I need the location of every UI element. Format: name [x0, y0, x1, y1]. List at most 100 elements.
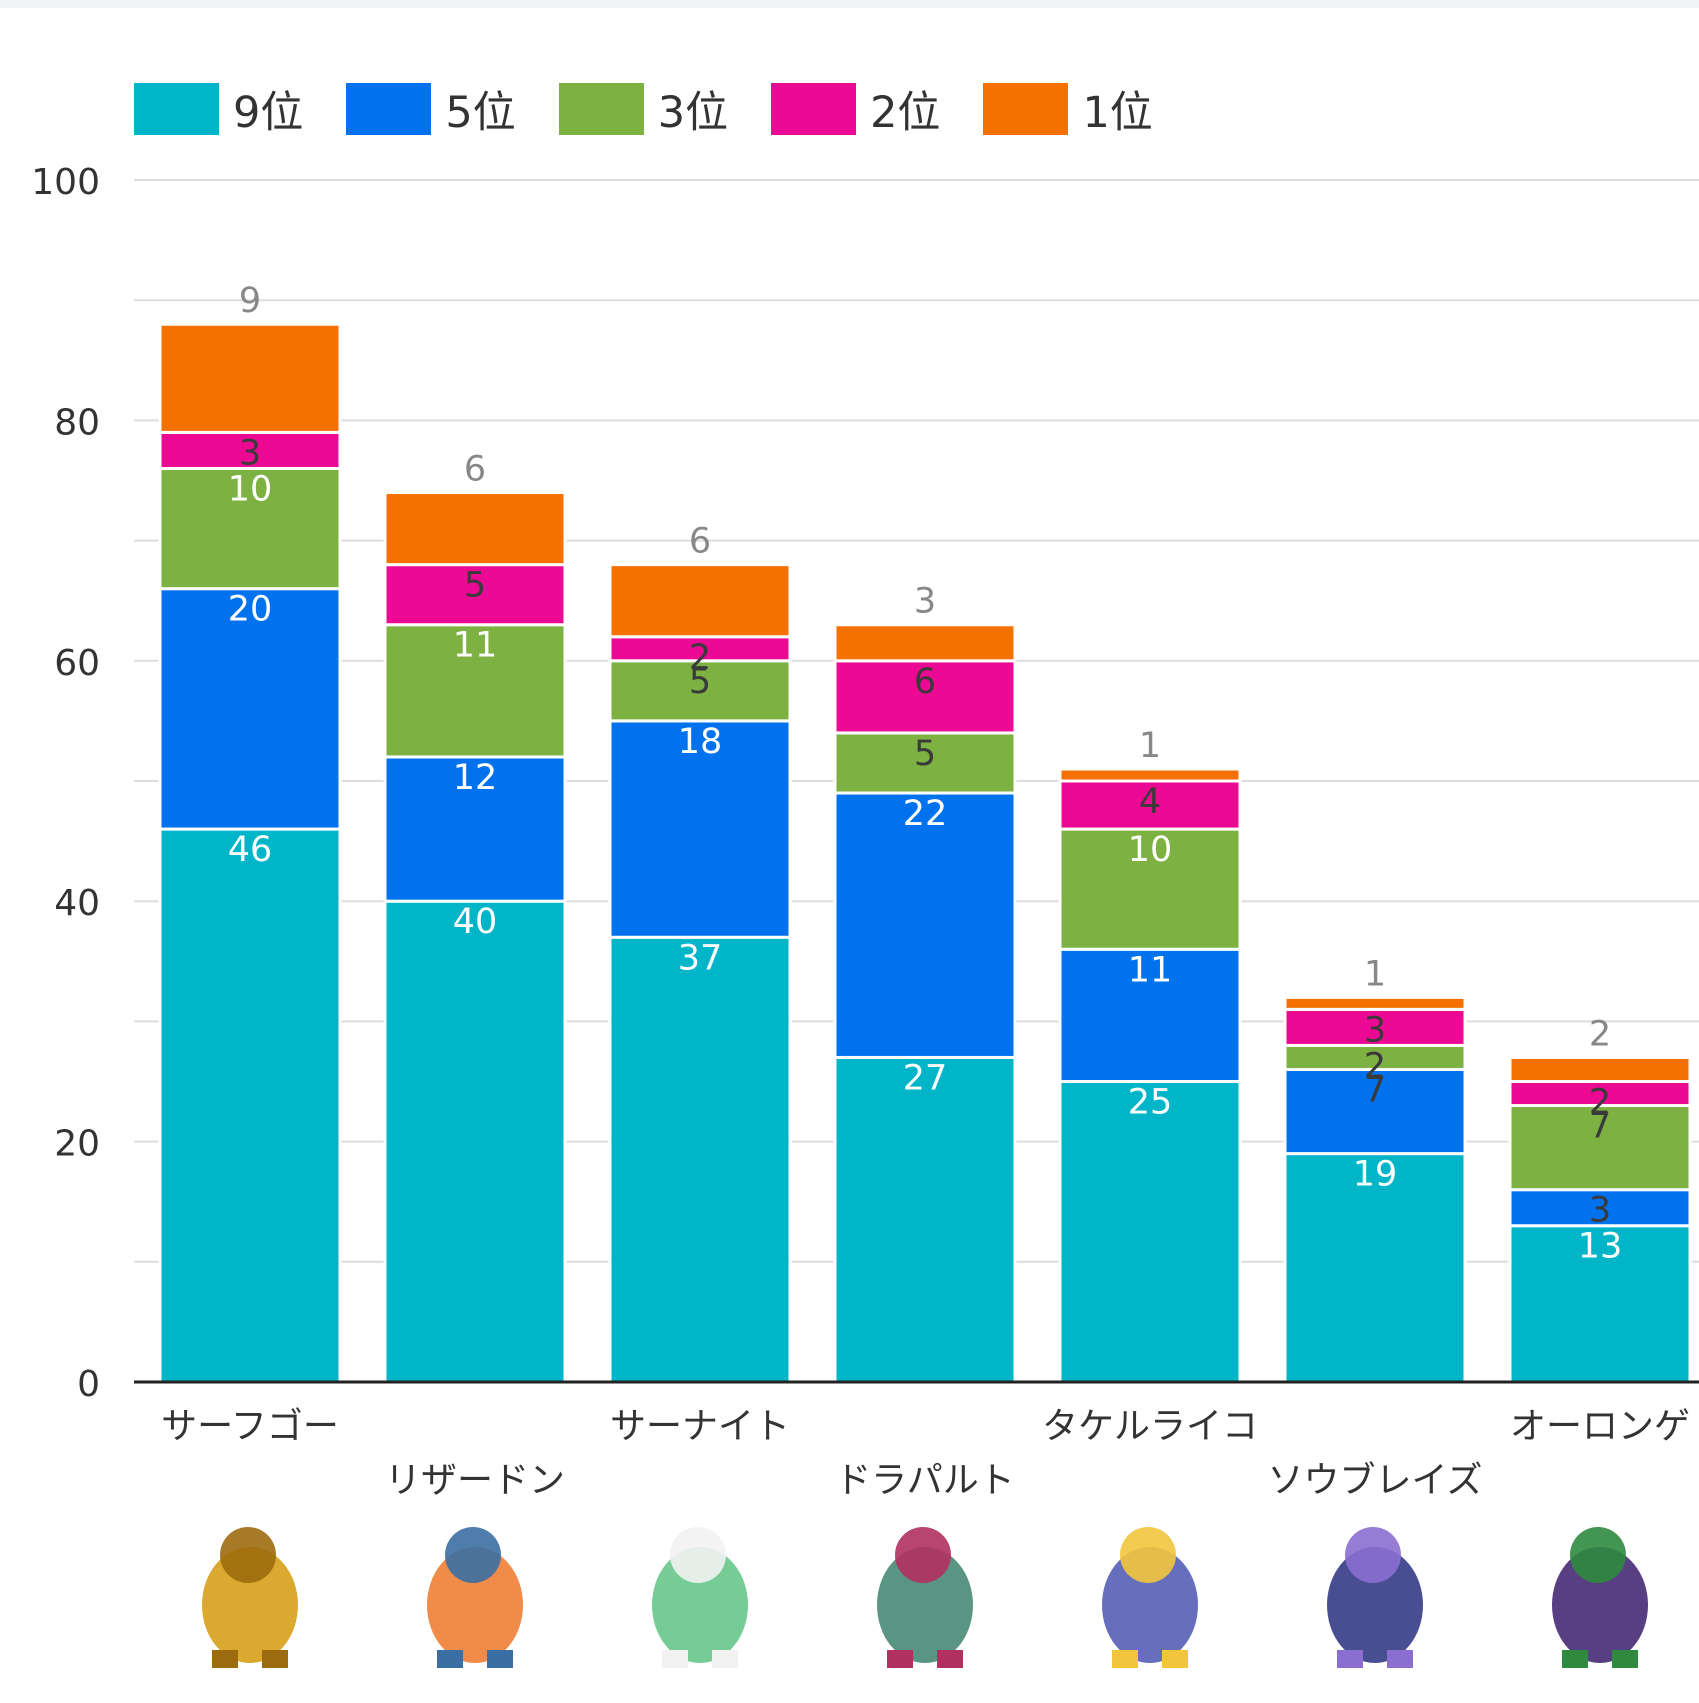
sprite-body	[427, 1547, 523, 1663]
sprite-foot	[487, 1650, 513, 1668]
sprite-body	[202, 1547, 298, 1663]
sprite-body	[1327, 1547, 1423, 1663]
data-label: 6	[689, 522, 711, 562]
ceruledge-sprite-icon	[1327, 1527, 1423, 1668]
data-label: 3	[1364, 1010, 1386, 1050]
sprite-body	[877, 1547, 973, 1663]
bar-segment	[1058, 779, 1242, 831]
bar-segment	[383, 899, 567, 1384]
sprite-foot	[212, 1650, 238, 1668]
sprite-head	[1345, 1527, 1401, 1583]
bar-segment	[608, 635, 792, 663]
y-tick-label: 60	[54, 643, 100, 684]
data-label: 11	[1128, 950, 1173, 990]
data-label: 18	[678, 722, 723, 762]
grimmsnarl-sprite-icon	[1552, 1527, 1648, 1668]
data-label: 3	[1589, 1191, 1611, 1231]
bar-segment	[1283, 1152, 1467, 1384]
sprite-body	[652, 1547, 748, 1663]
bar-segment	[833, 791, 1017, 1059]
y-tick-label: 40	[54, 883, 100, 924]
legend-label: 5位	[445, 88, 516, 138]
data-label: 22	[903, 794, 948, 834]
bar-segment	[833, 1055, 1017, 1384]
bar-segment	[833, 659, 1017, 735]
data-label: 2	[689, 638, 711, 678]
data-label: 40	[453, 902, 498, 942]
bar-segment	[608, 563, 792, 639]
sprite-head	[895, 1527, 951, 1583]
legend-label: 9位	[233, 88, 304, 138]
data-label: 2	[1589, 1083, 1611, 1123]
bar-segment	[833, 623, 1017, 663]
category-label: ソウブレイズ	[1268, 1460, 1483, 1501]
data-label: 3	[239, 433, 261, 473]
data-label: 13	[1578, 1227, 1623, 1267]
data-label: 1	[1364, 954, 1386, 994]
y-tick-label: 100	[31, 162, 100, 203]
bar-segment	[1058, 1080, 1242, 1384]
bar-segment	[1058, 767, 1242, 783]
bar-segment	[608, 719, 792, 939]
legend-label: 2位	[870, 88, 941, 138]
sprite-body	[1102, 1547, 1198, 1663]
chart-legend: 9位 5位 3位 2位 1位	[134, 78, 1196, 140]
sprite-foot	[1612, 1650, 1638, 1668]
data-label: 12	[453, 758, 498, 798]
y-tick-label: 0	[77, 1364, 100, 1405]
data-label: 2	[1364, 1046, 1386, 1086]
sprite-foot	[1162, 1650, 1188, 1668]
data-label: 10	[228, 469, 273, 509]
data-label: 6	[914, 662, 936, 702]
data-label: 7	[1364, 1070, 1386, 1110]
bar-segment	[1508, 1104, 1692, 1192]
category-label: ドラパルト	[835, 1460, 1015, 1501]
gardevoir-sprite-icon	[652, 1527, 748, 1668]
raging-bolt-sprite-icon	[1102, 1527, 1198, 1668]
legend-item[interactable]: 1位	[983, 78, 1153, 140]
sprite-foot	[1387, 1650, 1413, 1668]
legend-swatch	[983, 83, 1069, 135]
bar-segment	[158, 322, 342, 434]
category-label: リザードン	[385, 1460, 565, 1501]
sprite-icons	[202, 1527, 1648, 1668]
legend-item[interactable]: 2位	[771, 78, 940, 140]
data-label: 5	[689, 662, 711, 702]
data-label: 9	[239, 281, 261, 321]
bar-segment	[383, 491, 567, 567]
data-label: 10	[1128, 830, 1173, 870]
sprite-head	[1570, 1527, 1626, 1583]
legend-item[interactable]: 5位	[346, 78, 516, 140]
data-label: 5	[914, 734, 936, 774]
bar-segment	[1283, 1043, 1467, 1071]
data-label: 25	[1128, 1083, 1173, 1123]
sprite-head	[220, 1527, 276, 1583]
category-label: サーナイト	[610, 1406, 790, 1447]
bar-segment	[1058, 827, 1242, 951]
bar-segment	[383, 755, 567, 903]
legend-item[interactable]: 9位	[134, 78, 303, 140]
sprite-foot	[437, 1650, 463, 1668]
y-axis-ticks: 0 20 40 60 80 100	[31, 162, 100, 1405]
legend-swatch	[134, 83, 219, 135]
sprite-foot	[1562, 1650, 1588, 1668]
legend-item[interactable]: 3位	[558, 78, 729, 140]
sprite-foot	[937, 1650, 963, 1668]
data-label: 5	[464, 566, 486, 606]
legend-swatch	[558, 83, 644, 135]
data-label: 4	[1139, 782, 1161, 822]
data-label: 3	[914, 582, 936, 622]
dragapult-sprite-icon	[877, 1527, 973, 1668]
bar-segment	[383, 563, 567, 627]
data-label: 2	[1589, 1014, 1611, 1054]
sprite-head	[1120, 1527, 1176, 1583]
data-label: 19	[1353, 1155, 1398, 1195]
category-label: オーロンゲ	[1510, 1406, 1690, 1447]
bar-segment	[383, 623, 567, 759]
legend-label: 3位	[657, 88, 729, 138]
legend-label: 1位	[1082, 88, 1153, 138]
bar-segment	[1283, 995, 1467, 1011]
data-label: 20	[228, 590, 273, 630]
